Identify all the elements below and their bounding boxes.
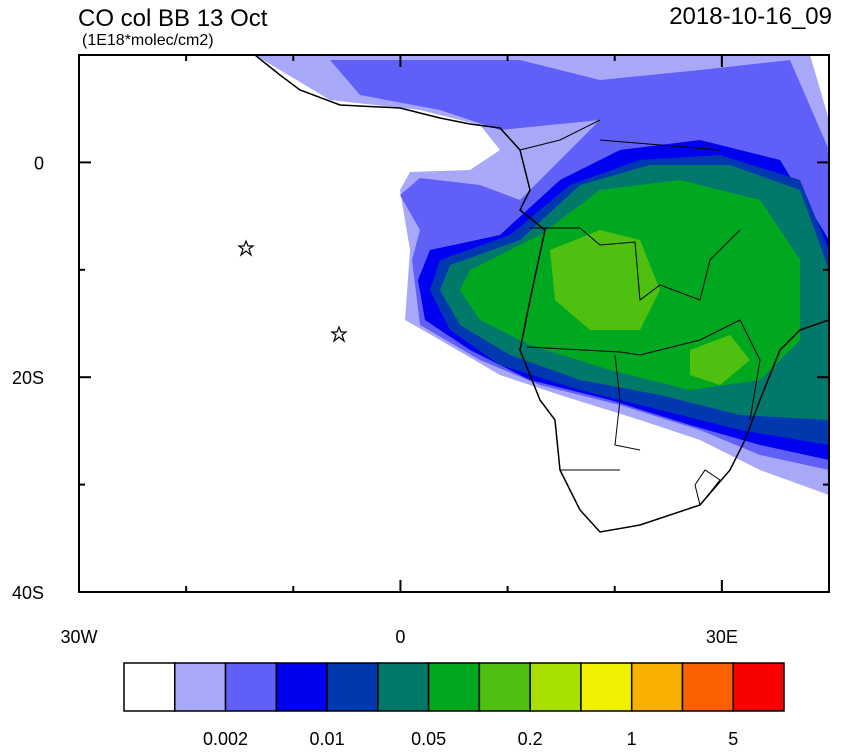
colorbar-label: 0.002 [203,729,248,747]
colorbar-swatch [478,662,531,712]
colorbar-swatch [427,662,481,712]
lat-tick-label: 0 [34,153,44,173]
colorbar-swatch [224,662,278,712]
lat-tick-label: 40S [12,583,44,603]
colorbar-label: 0.2 [518,729,543,747]
lon-tick-label: 30W [60,627,97,647]
colorbar-swatch [377,662,430,712]
colorbar: 0.002 0.01 0.05 0.2 1 5 [123,662,785,749]
map-title: CO col BB 13 Oct [78,5,268,32]
colorbar-swatch [681,662,734,712]
star-marker [237,239,255,257]
colorbar-label: 0.05 [411,729,446,747]
colorbar-swatch [123,662,176,712]
colorbar-swatch [732,662,785,712]
borders [519,119,761,507]
lat-tick-label: 20S [12,368,44,388]
colorbar-swatch [630,662,684,712]
colorbar-swatch [529,662,582,712]
colorbar-label: 0.01 [310,729,345,747]
colorbar-swatch [174,662,227,712]
plume-light-green [550,230,750,385]
units-label: (1E18*molec/cm2) [82,32,214,49]
star-marker [330,325,348,343]
map-frame [78,54,830,593]
colorbar-swatch [326,662,379,712]
africa-coast [254,55,829,533]
colorbar-swatch [580,662,633,712]
colorbar-label: 5 [728,729,738,747]
colorbar-label: 1 [627,729,637,747]
plume [255,55,829,495]
colorbar-swatch [275,662,328,712]
stars [237,239,348,343]
lon-tick-label: 30E [706,627,738,647]
coastlines [254,55,829,533]
lon-tick-label: 0 [395,627,405,647]
timestamp: 2018-10-16_09 [669,3,832,30]
